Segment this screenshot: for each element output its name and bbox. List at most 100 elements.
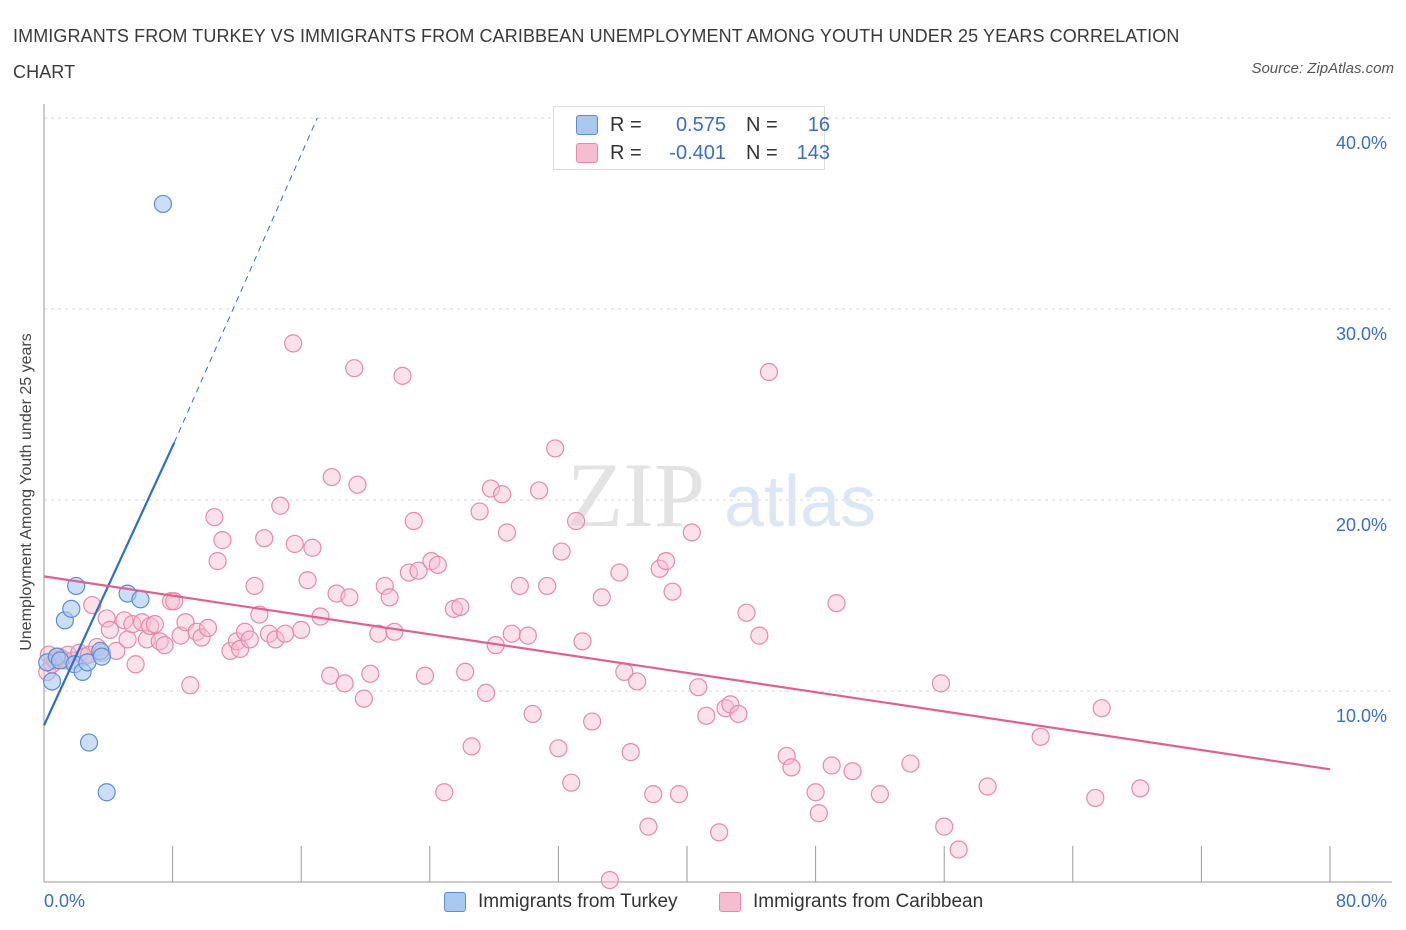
legend-n-label: N = <box>746 141 778 164</box>
caribbean-point <box>782 758 801 777</box>
caribbean-point <box>657 552 676 571</box>
turkey-point <box>42 672 62 691</box>
caribbean-point <box>949 840 968 859</box>
gridlines <box>44 117 1392 692</box>
caribbean-point <box>530 481 549 500</box>
turkey-point <box>131 590 150 609</box>
caribbean-point <box>340 588 359 607</box>
caribbean-points <box>38 334 1150 890</box>
caribbean-point <box>444 599 464 618</box>
legend-item-turkey[interactable]: Immigrants from Turkey <box>444 889 678 915</box>
caribbean-point <box>729 704 748 724</box>
caribbean-point <box>566 511 586 531</box>
caribbean-point <box>502 624 521 643</box>
caribbean-point <box>750 626 769 645</box>
caribbean-point <box>931 674 951 693</box>
caribbean-point <box>523 704 542 724</box>
legend-r-value: -0.401 <box>669 141 726 164</box>
caribbean-point <box>549 739 568 758</box>
caribbean-point <box>298 571 317 590</box>
caribbean-point <box>198 618 218 638</box>
trend-lines <box>43 117 1331 771</box>
caribbean-point <box>240 630 259 649</box>
y-tick-label: 20.0% <box>1336 515 1388 535</box>
caribbean-point <box>682 523 701 542</box>
legend-label-turkey: Immigrants from Turkey <box>478 891 678 912</box>
turkey-point <box>97 783 116 802</box>
caribbean-point <box>83 595 102 615</box>
caribbean-point <box>409 561 428 580</box>
caribbean-point <box>610 563 629 582</box>
legend-item-caribbean[interactable]: Immigrants from Caribbean <box>719 889 983 915</box>
caribbean-point <box>1031 727 1050 746</box>
caribbean-point <box>369 624 388 643</box>
caribbean-point <box>669 785 689 804</box>
caribbean-point <box>345 359 364 378</box>
y-tick-label: 40.0% <box>1336 133 1388 153</box>
chart-title: IMMIGRANTS FROM TURKEY VS IMMIGRANTS FRO… <box>13 26 1180 82</box>
legend-swatch-caribbean <box>576 143 598 163</box>
caribbean-trend-line <box>43 575 1331 771</box>
caribbean-point <box>697 706 716 725</box>
caribbean-point <box>759 362 779 382</box>
caribbean-point <box>100 620 120 639</box>
caribbean-point <box>348 475 367 494</box>
caribbean-point <box>118 630 137 649</box>
caribbean-point <box>497 523 517 542</box>
caribbean-point <box>97 609 116 628</box>
legend-label-caribbean: Immigrants from Caribbean <box>753 891 984 912</box>
caribbean-point <box>354 689 373 708</box>
caribbean-point <box>276 624 295 643</box>
legend-swatch-turkey <box>444 892 466 912</box>
turkey-point <box>153 194 173 214</box>
caribbean-point <box>737 603 756 622</box>
caribbean-point <box>271 496 290 515</box>
caribbean-point <box>155 636 174 655</box>
caribbean-point <box>628 672 647 691</box>
caribbean-point <box>451 597 470 617</box>
caribbean-point <box>621 743 640 762</box>
caribbean-point <box>546 439 565 458</box>
caribbean-point <box>361 664 380 683</box>
caribbean-point <box>321 666 340 685</box>
caribbean-point <box>827 594 846 613</box>
caribbean-point <box>231 639 250 659</box>
legend-n-label: N = <box>746 113 778 136</box>
legend-row-caribbean: R = -0.401 N = 143 <box>576 140 830 166</box>
caribbean-point <box>456 662 475 682</box>
caribbean-point <box>292 620 311 639</box>
turkey-trend-line <box>43 442 176 726</box>
legend-swatch-caribbean <box>719 892 741 912</box>
caribbean-point <box>284 334 303 353</box>
legend-n-value: 16 <box>807 113 830 136</box>
caribbean-point <box>255 529 274 548</box>
caribbean-point <box>428 555 447 575</box>
caribbean-point <box>380 588 399 607</box>
caribbean-point <box>126 655 145 674</box>
caribbean-point <box>689 678 708 697</box>
caribbean-point <box>266 630 285 649</box>
caribbean-point <box>462 737 481 756</box>
legend-r-value: 0.575 <box>675 113 726 136</box>
caribbean-point <box>552 542 571 561</box>
legend-r-label: R = <box>610 141 642 164</box>
caribbean-point <box>538 576 557 596</box>
caribbean-point <box>650 559 669 578</box>
caribbean-point <box>806 783 825 802</box>
caribbean-point <box>322 467 341 487</box>
caribbean-point <box>1086 788 1105 808</box>
caribbean-point <box>935 817 954 836</box>
turkey-trend-extension <box>173 117 318 443</box>
caribbean-point <box>518 626 537 645</box>
x-tick-min: 0.0% <box>44 891 86 911</box>
caribbean-point <box>583 712 602 731</box>
turkey-point <box>92 647 111 666</box>
caribbean-point <box>1092 699 1111 718</box>
caribbean-point <box>573 632 592 651</box>
caribbean-point <box>335 674 354 693</box>
caribbean-point <box>375 576 394 596</box>
caribbean-point <box>181 676 200 695</box>
turkey-points <box>38 194 173 802</box>
caribbean-point <box>404 511 423 531</box>
